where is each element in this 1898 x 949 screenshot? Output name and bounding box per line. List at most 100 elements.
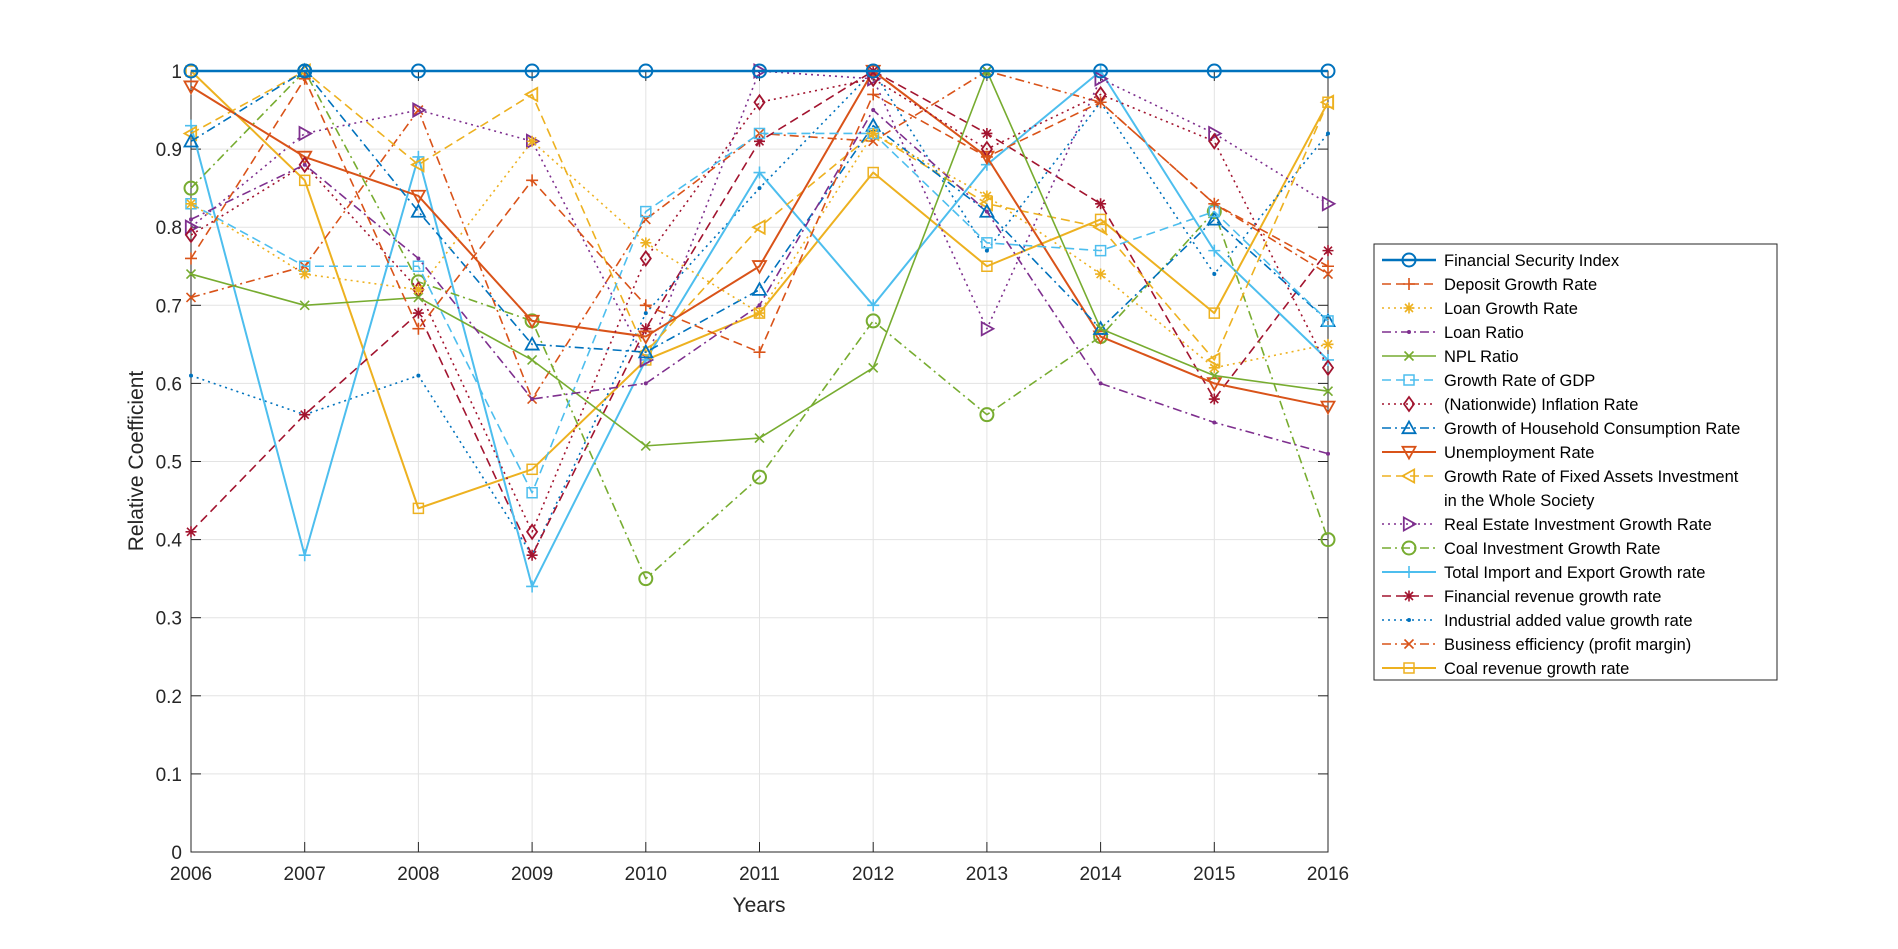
- series-line: [190, 132, 1329, 494]
- data-point: [524, 63, 540, 79]
- data-point: [1326, 131, 1330, 136]
- legend-marker: [1402, 395, 1416, 413]
- legend-marker: [1407, 618, 1411, 622]
- data-point: [1212, 272, 1217, 277]
- data-point: [184, 226, 198, 244]
- data-point: [1321, 195, 1337, 212]
- data-point: [527, 354, 538, 366]
- data-point: [638, 571, 654, 587]
- y-axis-label: Relative Coefficient: [125, 371, 148, 552]
- data-point: [753, 166, 766, 179]
- data-point: [753, 93, 766, 111]
- legend-item-loan-ratio: Loan Ratio: [1382, 324, 1524, 342]
- data-point: [524, 335, 541, 351]
- legend-marker: [1407, 330, 1411, 334]
- data-point: [751, 281, 768, 296]
- data-point: [757, 303, 762, 308]
- legend-marker: [1401, 540, 1417, 556]
- data-point: [867, 299, 880, 312]
- series-financial-security-index: [183, 63, 1336, 79]
- data-point: [754, 307, 765, 319]
- data-point: [185, 252, 197, 265]
- legend-item-deposit-growth-rate: Deposit Growth Rate: [1382, 276, 1597, 294]
- data-point: [1322, 260, 1334, 273]
- data-point: [754, 433, 765, 444]
- data-point: [530, 397, 535, 402]
- legend-label: Business efficiency (profit margin): [1444, 636, 1691, 654]
- data-point: [183, 63, 199, 79]
- data-point: [640, 205, 652, 218]
- data-point: [640, 323, 652, 335]
- data-point: [871, 108, 876, 113]
- legend-item-loan-growth-rate: Loan Growth Rate: [1382, 300, 1578, 318]
- data-point: [981, 127, 993, 139]
- data-point: [1208, 362, 1220, 374]
- data-point: [1326, 451, 1330, 456]
- data-point: [643, 311, 648, 316]
- data-point: [1092, 219, 1107, 236]
- legend-item-coal-revenue-growth-rate: Coal revenue growth rate: [1382, 660, 1629, 678]
- data-point: [298, 156, 311, 174]
- data-point: [182, 80, 200, 95]
- data-point: [639, 299, 652, 312]
- data-point: [1208, 197, 1221, 210]
- y-tick-label: 0.2: [156, 687, 182, 708]
- legend-marker: [1402, 515, 1418, 533]
- legend-label-line: Growth Rate of Fixed Assets Investment: [1444, 468, 1739, 486]
- data-point: [412, 502, 425, 515]
- x-tick-label: 2012: [852, 864, 894, 885]
- legend-box: [1373, 243, 1778, 681]
- data-point: [1095, 323, 1106, 334]
- legend-item-npl-ratio: NPL Ratio: [1382, 348, 1519, 366]
- series-deposit-growth-rate: [185, 72, 1334, 359]
- legend-marker: [1403, 638, 1415, 650]
- legend-item-financial-security-index: Financial Security Index: [1382, 252, 1620, 270]
- data-point: [298, 72, 311, 85]
- legend-marker: [1400, 445, 1418, 461]
- data-point: [1208, 393, 1220, 405]
- data-point: [525, 523, 539, 541]
- data-point: [754, 135, 765, 147]
- data-point: [1206, 377, 1223, 392]
- legend-marker: [1400, 419, 1418, 435]
- data-point: [526, 549, 538, 561]
- data-point: [980, 150, 993, 163]
- legend: Financial Security Index Deposit Growth R…: [1373, 243, 1778, 681]
- data-point: [1319, 94, 1335, 111]
- legend-label: Financial Security Index: [1444, 252, 1620, 270]
- y-tick-label: 0.3: [156, 609, 182, 630]
- data-point: [751, 219, 766, 236]
- series-line: [190, 70, 1329, 353]
- data-point: [637, 330, 654, 345]
- data-point: [1321, 359, 1335, 377]
- x-tick-label: 2007: [284, 864, 326, 885]
- data-point: [297, 63, 313, 79]
- data-point: [302, 162, 307, 167]
- legend-item-nationwide-inflation-rate: (Nationwide) Inflation Rate: [1382, 395, 1638, 414]
- data-point: [1322, 315, 1334, 327]
- legend-label-line: in the Whole Society: [1444, 492, 1595, 510]
- data-point: [1322, 245, 1334, 257]
- data-point: [412, 284, 424, 296]
- legend-marker: [1403, 590, 1415, 602]
- legend-item-growth-rate-of-gdp: Growth Rate of GDP: [1382, 372, 1595, 390]
- legend-label: (Nationwide) Inflation Rate: [1444, 396, 1638, 414]
- legend-item-growth-rate-of-fixed-assets-investment-in-the-whole-society: Growth Rate of Fixed Assets Investment in…: [1382, 467, 1739, 510]
- data-point: [299, 300, 310, 311]
- y-tick-label: 0.1: [156, 765, 182, 786]
- data-point: [1093, 63, 1109, 79]
- x-tick-label: 2006: [170, 864, 212, 885]
- legend-item-real-estate-investment-growth-rate: Real Estate Investment Growth Rate: [1382, 515, 1712, 534]
- y-tick-label: 0.9: [156, 140, 182, 161]
- data-point: [1322, 338, 1334, 350]
- legend-label: Deposit Growth Rate: [1444, 276, 1597, 294]
- data-point: [413, 104, 424, 116]
- legend-marker: [1403, 374, 1415, 386]
- axis-ticks: 0 0.1 0.2 0.3 0.4 0.5 0.6 0.7 0.8 0.9 1 2006 2007 200…: [156, 62, 1350, 885]
- data-point: [299, 409, 311, 421]
- data-point: [867, 166, 879, 179]
- legend-label: Coal revenue growth rate: [1444, 660, 1629, 678]
- data-point: [298, 125, 314, 142]
- data-point: [753, 346, 766, 359]
- legend-marker: [1403, 566, 1415, 578]
